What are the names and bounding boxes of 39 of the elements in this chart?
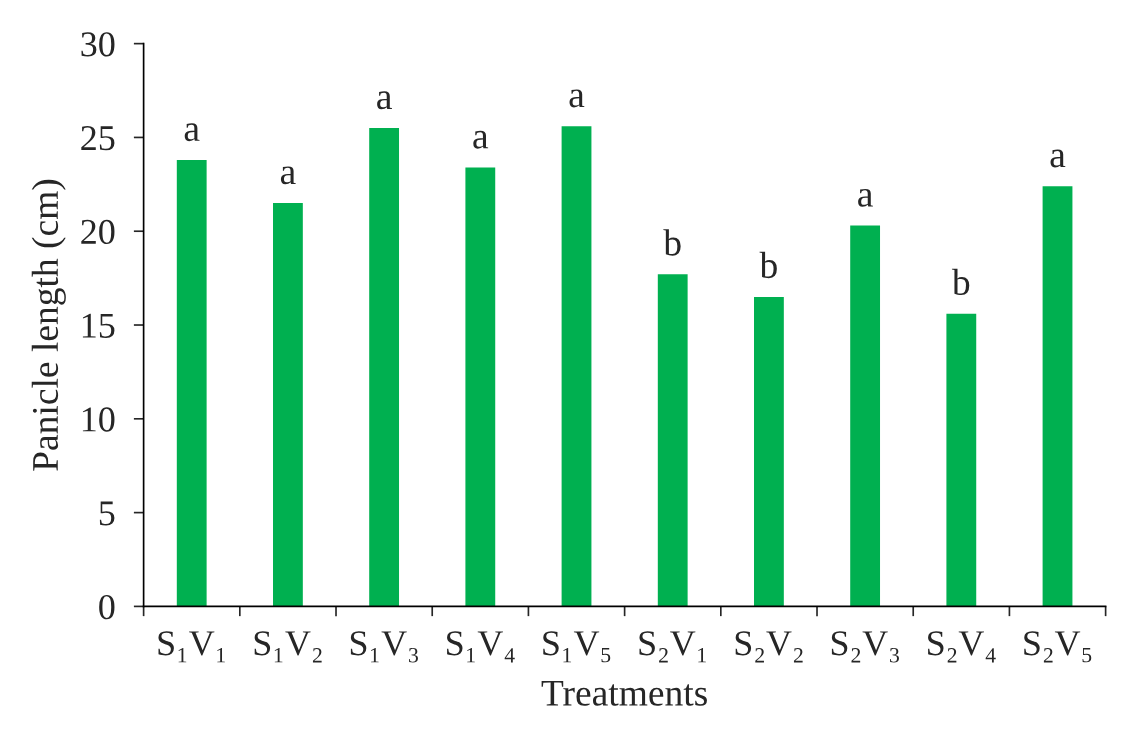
bar [561,126,592,607]
x-tick-label: S₂V₄ [928,631,996,663]
y-tick-label: 15 [82,313,115,338]
annotation: a [377,91,392,110]
annotation: b [759,251,777,279]
y-tick-label: 25 [81,126,115,151]
bar [946,313,977,607]
y-tick-label: 30 [81,32,115,57]
annotation: a [280,166,296,185]
annotation: b [663,229,681,256]
x-tick-label: S₁V₄ [447,631,515,663]
bar [176,159,207,607]
bar [657,274,688,607]
y-tick-label: 20 [81,219,115,245]
y-tick-label: 10 [82,407,115,432]
annotation: a [1050,149,1066,168]
y-axis-title: Panicle length (cm) [31,179,66,471]
bar [465,167,496,607]
x-tick-label: S₂V₅ [1024,631,1092,663]
x-tick-label: S₂V₁ [639,631,706,663]
bar [850,225,881,607]
bar [273,203,303,607]
x-tick-label: S₁V₁ [158,631,225,663]
bar [754,296,784,607]
bar [369,128,400,607]
y-tick-label: 0 [99,594,115,620]
y-tick-label: 5 [99,501,115,526]
annotation: a [569,89,585,108]
x-axis-title: Treatments [541,680,707,706]
x-tick-label: S₂V₃ [831,631,899,663]
bar [1042,186,1073,607]
x-tick-label: S₁V₂ [254,631,322,663]
x-tick-label: S₁V₅ [543,631,611,663]
annotation: a [184,123,200,142]
annotation: b [951,268,970,296]
annotation: a [473,130,489,149]
x-tick-label: S₁V₃ [350,631,418,663]
x-tick-label: S₂V₂ [735,631,803,663]
annotation: a [858,188,873,207]
